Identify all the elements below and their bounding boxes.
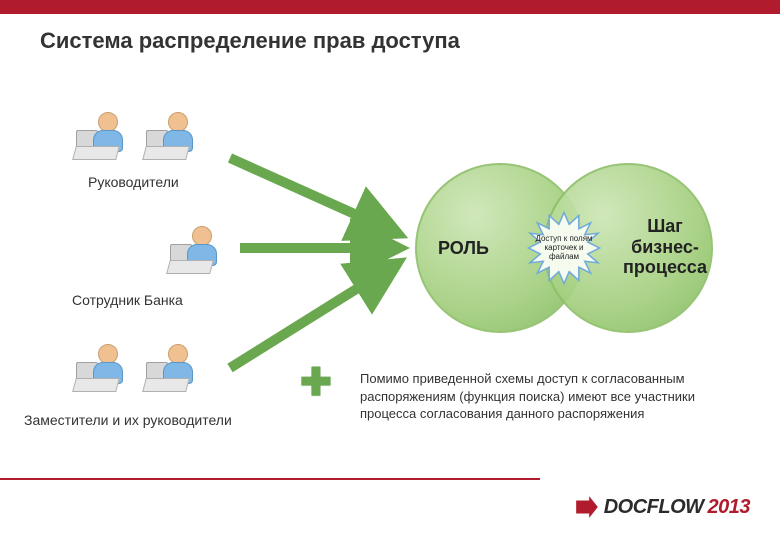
page-title: Система распределение прав доступа [40,28,460,54]
person-icon [140,108,200,168]
group-label-managers: Руководители [88,174,179,190]
brand-logo: DOCFLOW2013 [574,494,750,520]
note-text: Помимо приведенной схемы доступ к соглас… [360,370,740,423]
group-label-deputies: Заместители и их руководители [24,412,232,428]
venn-label-step: Шаг бизнес- процесса [620,216,710,278]
brand-arrow-icon [574,494,600,520]
brand-year: 2013 [708,496,751,519]
footer-accent-line [0,478,540,480]
venn-label-role: РОЛЬ [438,238,489,259]
brand-name: DOCFLOW [604,496,704,519]
group-label-bank-staff: Сотрудник Банка [72,292,183,308]
person-icon [70,340,130,400]
top-accent-bar [0,0,780,14]
venn-intersection-burst: Доступ к полям карточек и файлам [527,211,601,285]
venn-intersection-label: Доступ к полям карточек и файлам [527,234,601,262]
person-icon [70,108,130,168]
plus-icon: ✚ [300,360,332,405]
venn-label-step-text: Шаг бизнес- процесса [623,216,707,277]
person-icon [164,222,224,282]
person-icon [140,340,200,400]
